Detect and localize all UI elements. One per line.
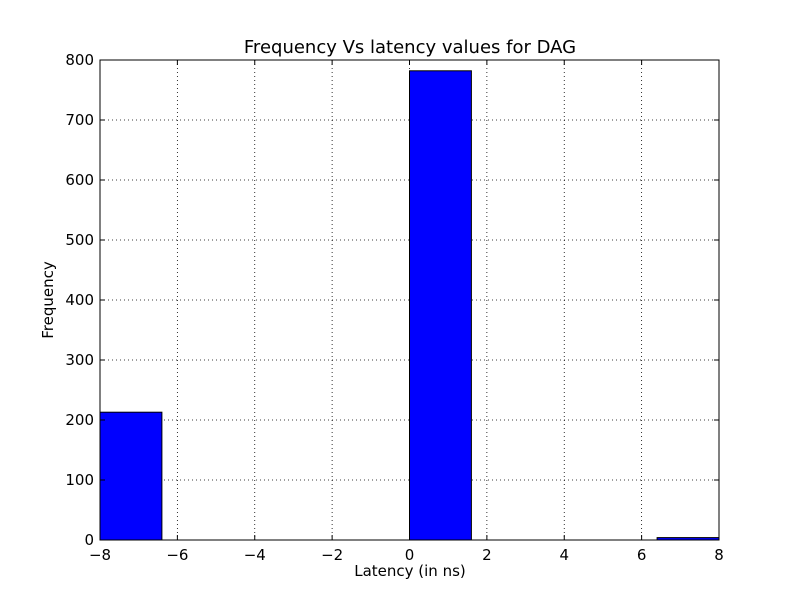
x-tick-labels: −8 −6 −4 −2 0 2 4 6 8 [89,546,724,564]
x-tick-label: −2 [321,546,343,564]
x-tick-label: 0 [405,546,415,564]
x-tick-label: 2 [482,546,492,564]
histogram-bars [99,70,720,541]
y-tick-label: 300 [65,351,94,369]
chart-title: Frequency Vs latency values for DAG [244,37,576,58]
y-axis-label: Frequency [39,261,57,339]
y-tick-label: 200 [65,411,94,429]
y-tick-label: 800 [65,51,94,69]
y-tick-label: 0 [84,531,94,549]
y-tick-labels: 0 100 200 300 400 500 600 700 800 [65,51,94,549]
histogram-bar [409,70,472,541]
y-tick-label: 100 [65,471,94,489]
x-tick-label: −8 [89,546,111,564]
histogram-bar [99,411,163,541]
x-tick-label: −4 [244,546,266,564]
y-tick-label: 500 [65,231,94,249]
x-tick-label: 4 [559,546,569,564]
x-tick-label: 8 [714,546,724,564]
y-tick-label: 400 [65,291,94,309]
x-tick-label: 6 [637,546,647,564]
y-tick-label: 600 [65,171,94,189]
y-tick-label: 700 [65,111,94,129]
x-axis-label: Latency (in ns) [354,562,466,580]
axis-ticks [99,59,720,541]
x-tick-label: −6 [166,546,188,564]
